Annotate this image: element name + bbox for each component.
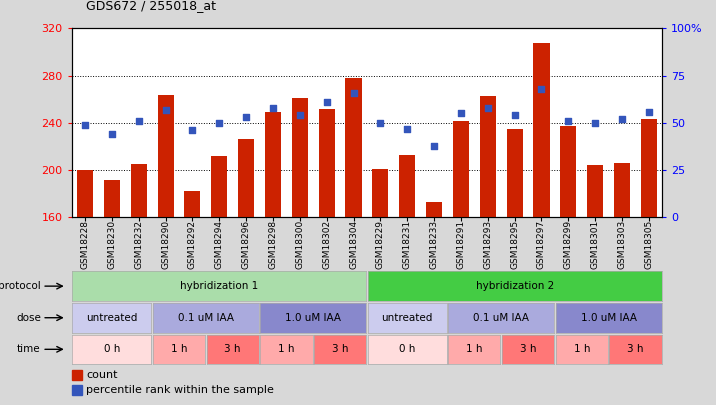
Text: hybridization 2: hybridization 2 xyxy=(475,281,553,291)
Text: 1 h: 1 h xyxy=(574,344,590,354)
Bar xyxy=(72,369,82,380)
Point xyxy=(321,99,332,105)
Point xyxy=(402,126,413,132)
Text: hybridization 1: hybridization 1 xyxy=(180,281,258,291)
Point xyxy=(643,108,654,115)
Text: count: count xyxy=(87,370,118,380)
Point xyxy=(267,104,279,111)
Point xyxy=(428,143,440,149)
Text: 1.0 uM IAA: 1.0 uM IAA xyxy=(285,313,342,323)
Text: 1 h: 1 h xyxy=(466,344,483,354)
Bar xyxy=(400,155,415,217)
Text: 1 h: 1 h xyxy=(278,344,295,354)
Text: GSM18233: GSM18233 xyxy=(430,220,439,269)
Text: GSM18231: GSM18231 xyxy=(402,220,412,269)
Bar xyxy=(453,121,469,217)
Point xyxy=(160,107,171,113)
Text: 3 h: 3 h xyxy=(627,344,644,354)
Text: untreated: untreated xyxy=(382,313,433,323)
Text: untreated: untreated xyxy=(86,313,137,323)
Bar xyxy=(211,156,228,217)
Point xyxy=(563,118,574,124)
Bar xyxy=(72,385,82,395)
Point xyxy=(616,116,628,122)
Text: GSM18232: GSM18232 xyxy=(134,220,143,269)
Bar xyxy=(346,78,362,217)
Point xyxy=(455,110,467,117)
Bar xyxy=(158,94,174,217)
Bar xyxy=(131,164,147,217)
Bar xyxy=(641,119,657,217)
Bar xyxy=(372,169,389,217)
Bar xyxy=(507,129,523,217)
Text: time: time xyxy=(17,344,41,354)
Text: 0.1 uM IAA: 0.1 uM IAA xyxy=(473,313,529,323)
Text: GSM18303: GSM18303 xyxy=(617,220,626,269)
Text: GSM18302: GSM18302 xyxy=(322,220,332,269)
Text: GSM18304: GSM18304 xyxy=(349,220,358,269)
Point xyxy=(213,119,225,126)
Point xyxy=(536,85,547,92)
Point xyxy=(589,119,601,126)
Text: 1 h: 1 h xyxy=(170,344,188,354)
Text: dose: dose xyxy=(16,313,41,323)
Bar xyxy=(238,139,254,217)
Bar xyxy=(292,98,308,217)
Text: GSM18230: GSM18230 xyxy=(107,220,117,269)
Text: GSM18299: GSM18299 xyxy=(563,220,573,269)
Point xyxy=(509,112,521,119)
Bar xyxy=(104,180,120,217)
Point xyxy=(79,122,91,128)
Bar xyxy=(533,43,550,217)
Text: 3 h: 3 h xyxy=(224,344,241,354)
Bar xyxy=(480,96,496,217)
Text: protocol: protocol xyxy=(0,281,41,291)
Text: 0 h: 0 h xyxy=(399,344,415,354)
Text: GSM18297: GSM18297 xyxy=(537,220,546,269)
Point xyxy=(187,127,198,134)
Point xyxy=(133,118,145,124)
Bar xyxy=(77,170,93,217)
Text: GDS672 / 255018_at: GDS672 / 255018_at xyxy=(86,0,216,12)
Point xyxy=(241,114,252,120)
Text: 3 h: 3 h xyxy=(520,344,536,354)
Text: GSM18301: GSM18301 xyxy=(591,220,600,269)
Text: 0 h: 0 h xyxy=(104,344,120,354)
Text: GSM18295: GSM18295 xyxy=(510,220,519,269)
Text: 3 h: 3 h xyxy=(332,344,349,354)
Text: GSM18293: GSM18293 xyxy=(483,220,493,269)
Bar xyxy=(319,109,335,217)
Point xyxy=(106,131,117,138)
Text: GSM18296: GSM18296 xyxy=(241,220,251,269)
Point xyxy=(294,112,306,119)
Text: GSM18290: GSM18290 xyxy=(161,220,170,269)
Bar xyxy=(587,166,603,217)
Point xyxy=(374,119,386,126)
Bar xyxy=(185,192,200,217)
Bar xyxy=(560,126,576,217)
Point xyxy=(482,104,493,111)
Bar xyxy=(265,112,281,217)
Text: 0.1 uM IAA: 0.1 uM IAA xyxy=(178,313,234,323)
Text: GSM18229: GSM18229 xyxy=(376,220,385,269)
Text: GSM18298: GSM18298 xyxy=(268,220,278,269)
Text: percentile rank within the sample: percentile rank within the sample xyxy=(87,385,274,395)
Text: GSM18305: GSM18305 xyxy=(644,220,654,269)
Text: GSM18300: GSM18300 xyxy=(295,220,304,269)
Point xyxy=(348,90,359,96)
Text: GSM18294: GSM18294 xyxy=(215,220,224,269)
Text: 1.0 uM IAA: 1.0 uM IAA xyxy=(581,313,637,323)
Bar xyxy=(426,202,442,217)
Bar xyxy=(614,163,630,217)
Text: GSM18292: GSM18292 xyxy=(188,220,197,269)
Text: GSM18291: GSM18291 xyxy=(456,220,465,269)
Text: GSM18228: GSM18228 xyxy=(80,220,90,269)
